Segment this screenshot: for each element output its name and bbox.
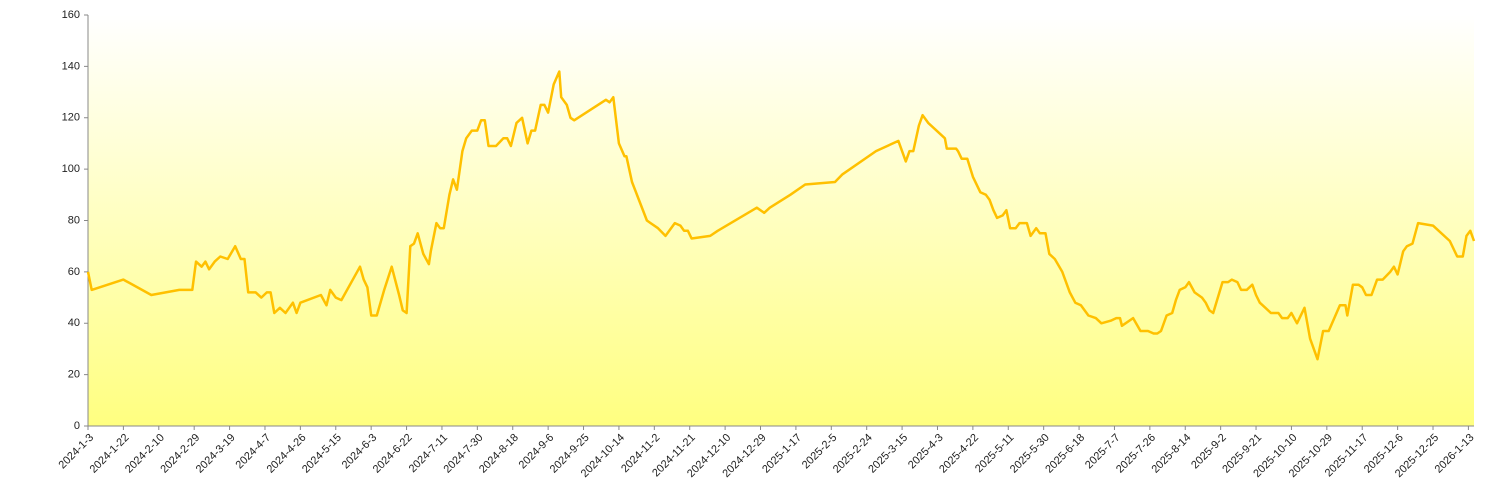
y-tick-label: 0 xyxy=(74,420,80,432)
line-series xyxy=(86,70,1476,361)
y-tick-label: 100 xyxy=(62,163,80,175)
y-tick-label: 120 xyxy=(62,112,80,124)
y-tick-label: 140 xyxy=(62,60,80,72)
y-tick-label: 160 xyxy=(62,9,80,21)
y-tick-label: 20 xyxy=(68,369,80,381)
y-tick-label: 60 xyxy=(68,266,80,278)
y-tick-label: 80 xyxy=(68,214,80,226)
y-tick-label: 40 xyxy=(68,317,80,329)
plot-area xyxy=(88,15,1474,426)
